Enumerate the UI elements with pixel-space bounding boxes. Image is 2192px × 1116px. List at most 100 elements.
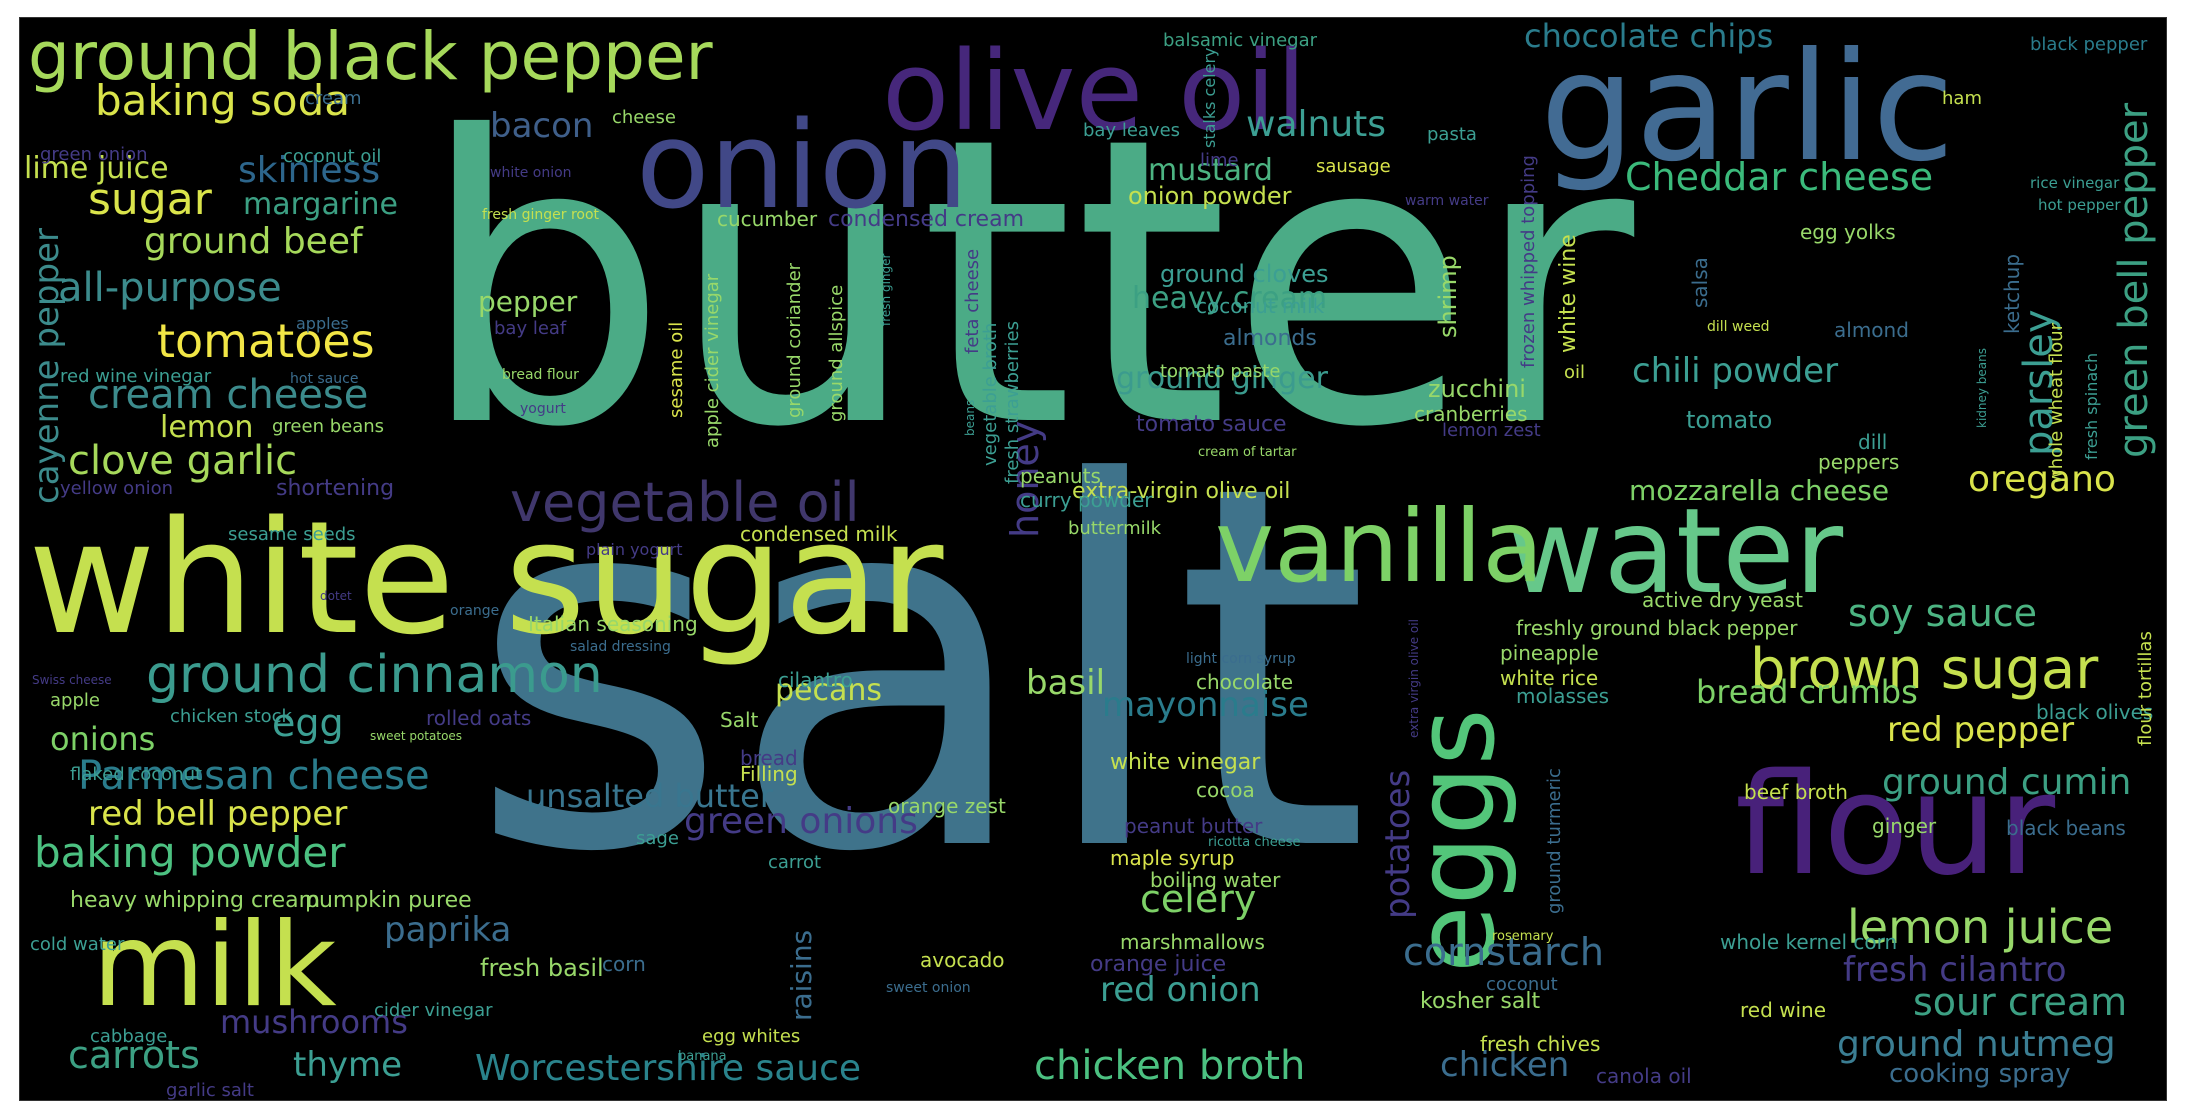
word: buttermilk bbox=[1068, 518, 1162, 539]
word: vanilla bbox=[1215, 488, 1544, 605]
word: chicken stock bbox=[170, 706, 292, 727]
word: pumpkin puree bbox=[305, 888, 472, 913]
word: mayonnaise bbox=[1102, 685, 1309, 725]
word: apple cider vinegar bbox=[702, 273, 723, 448]
word: active dry yeast bbox=[1642, 588, 1803, 612]
word: canola oil bbox=[1596, 1064, 1692, 1088]
word: banana bbox=[678, 1049, 727, 1064]
word: carrot bbox=[768, 852, 822, 873]
word: mozzarella cheese bbox=[1629, 474, 1890, 507]
word: mustard bbox=[1148, 153, 1273, 188]
word: green onion bbox=[40, 144, 148, 165]
word: ham bbox=[1942, 88, 1982, 109]
word: fresh spinach bbox=[2082, 352, 2101, 460]
word: olive oil bbox=[882, 27, 1307, 155]
word: lemon bbox=[160, 410, 254, 445]
word: onion bbox=[636, 97, 969, 236]
word: soy sauce bbox=[1848, 591, 2038, 635]
word: heavy whipping cream bbox=[70, 888, 321, 913]
word: lemon juice bbox=[1847, 900, 2114, 954]
word: skinless bbox=[238, 150, 381, 191]
word: ground nutmeg bbox=[1837, 1024, 2116, 1065]
word: hot pepper bbox=[2038, 196, 2121, 214]
word: extra virgin olive oil bbox=[1407, 619, 1421, 738]
word: chicken broth bbox=[1034, 1043, 1306, 1089]
word: sweet onion bbox=[886, 980, 971, 996]
word: pineapple bbox=[1500, 641, 1599, 665]
word: ground ginger bbox=[1116, 361, 1328, 396]
word-cloud: butter salt white sugar water garlic van… bbox=[19, 17, 2167, 1101]
word: white sugar bbox=[28, 487, 944, 669]
word: garlic bbox=[1540, 21, 1955, 195]
word: red bell pepper bbox=[88, 794, 348, 834]
word: cream bbox=[305, 88, 362, 109]
word: peanuts bbox=[1020, 464, 1101, 488]
word: rosemary bbox=[1492, 929, 1554, 944]
word: black olives bbox=[2036, 700, 2154, 724]
word: baking soda bbox=[95, 76, 350, 125]
word: pecans bbox=[775, 673, 883, 708]
word: dotet bbox=[320, 589, 352, 603]
word: chocolate chips bbox=[1524, 18, 1774, 55]
word: red wine bbox=[1740, 998, 1827, 1022]
word: red wine vinegar bbox=[60, 366, 212, 387]
word: marshmallows bbox=[1120, 930, 1265, 954]
word: chili powder bbox=[1632, 351, 1839, 391]
word: frozen whipped topping bbox=[1518, 155, 1539, 368]
word: yogurt bbox=[520, 401, 566, 417]
word: ricotta cheese bbox=[1208, 835, 1301, 850]
word: basil bbox=[1026, 663, 1106, 703]
word: tomato bbox=[1686, 406, 1773, 434]
word: kosher salt bbox=[1420, 989, 1541, 1014]
word: sausage bbox=[1316, 156, 1391, 177]
word: baking powder bbox=[34, 828, 346, 877]
word: clove garlic bbox=[68, 438, 298, 484]
word: peanut butter bbox=[1124, 814, 1263, 838]
word: red pepper bbox=[1887, 710, 2075, 750]
word: orange bbox=[450, 603, 500, 619]
word: walnuts bbox=[1246, 104, 1387, 145]
word: maple syrup bbox=[1110, 846, 1235, 870]
word: green beans bbox=[272, 416, 385, 437]
word: sesame seeds bbox=[228, 524, 356, 545]
word: coconut bbox=[1486, 974, 1558, 995]
word: all-purpose bbox=[58, 265, 282, 311]
word: tomatoes bbox=[157, 314, 375, 368]
word: chicken bbox=[1440, 1045, 1570, 1085]
word: shrimp bbox=[1434, 255, 1462, 338]
word: cream cheese bbox=[88, 372, 369, 418]
word: green bell pepper bbox=[2111, 102, 2157, 458]
word: bay leaves bbox=[1083, 120, 1181, 141]
word: white wine bbox=[1556, 234, 1581, 353]
word: flour bbox=[1735, 744, 2056, 907]
word: coconut milk bbox=[1196, 294, 1325, 318]
word: ground black pepper bbox=[28, 18, 713, 95]
word: ground beef bbox=[144, 221, 363, 262]
word: apples bbox=[296, 314, 349, 333]
word: cucumber bbox=[717, 207, 818, 231]
word: Worcestershire sauce bbox=[475, 1048, 862, 1089]
word: peppers bbox=[1818, 450, 1900, 474]
word: cornstarch bbox=[1403, 930, 1604, 974]
word: whole kernel corn bbox=[1720, 930, 1898, 954]
word: chocolate bbox=[1196, 670, 1294, 694]
word: molasses bbox=[1516, 684, 1610, 708]
word: flaked coconut bbox=[70, 764, 203, 785]
word: coconut oil bbox=[283, 146, 382, 167]
word: oil bbox=[1564, 362, 1586, 383]
word: sugar bbox=[88, 174, 212, 225]
word: vegetable broth bbox=[980, 322, 1001, 466]
word: pasta bbox=[1427, 124, 1477, 145]
word: fresh basil bbox=[480, 954, 604, 982]
word: boiling water bbox=[1150, 868, 1281, 892]
word: cider vinegar bbox=[374, 1000, 493, 1021]
word: salad dressing bbox=[570, 639, 671, 655]
word: plain yogurt bbox=[586, 540, 683, 559]
word: Swiss cheese bbox=[32, 673, 112, 687]
word: Filling bbox=[740, 762, 798, 786]
word: tomato sauce bbox=[1136, 412, 1287, 437]
word: raisins bbox=[785, 929, 818, 1021]
word: ground allspice bbox=[826, 284, 847, 422]
word: unsalted butter bbox=[526, 777, 773, 815]
word: sage bbox=[636, 828, 679, 849]
